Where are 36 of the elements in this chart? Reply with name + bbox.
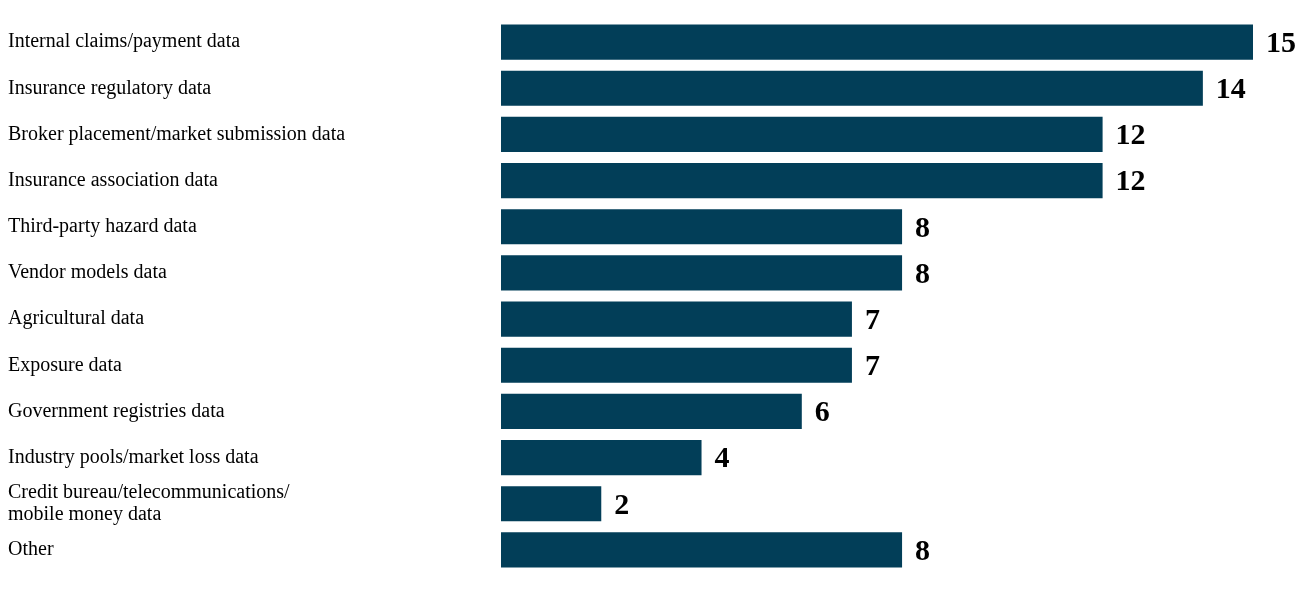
data-label: 2: [614, 486, 630, 520]
bar: [501, 440, 702, 476]
data-label: 6: [814, 394, 830, 428]
data-label: 12: [1115, 163, 1146, 197]
bar: [501, 116, 1103, 152]
data-label: 4: [714, 440, 730, 474]
y-tick-label: Credit bureau/telecommunications/mobile money data: [8, 480, 291, 525]
bar: [501, 209, 903, 245]
data-label: 7: [864, 301, 880, 335]
bar: [501, 532, 903, 568]
y-tick-label: Internal claims/payment data: [8, 29, 241, 53]
data-label: 12: [1115, 117, 1146, 151]
y-tick-label: Exposure data: [8, 352, 122, 376]
data-label: 14: [1215, 71, 1246, 104]
y-tick-label: Vendor models data: [8, 260, 167, 283]
bar: [501, 255, 903, 291]
data-label: 8: [915, 255, 931, 289]
y-tick-label: Other: [8, 537, 54, 560]
data-label: 7: [864, 348, 880, 381]
bar: [501, 347, 852, 383]
y-tick-label: Insurance regulatory data: [8, 75, 212, 99]
data-label: 8: [915, 209, 931, 243]
bar: [501, 486, 602, 522]
y-tick-label: Broker placement/market submission data: [8, 121, 346, 145]
y-tick-label: Industry pools/market loss data: [8, 444, 259, 468]
bar: [501, 70, 1203, 106]
bar: [501, 393, 802, 429]
data-label: 8: [915, 532, 931, 566]
bar: [501, 24, 1253, 60]
y-tick-label: Third-party hazard data: [8, 214, 197, 237]
bar: [501, 301, 852, 337]
y-tick-label: Insurance association data: [8, 167, 219, 190]
y-tick-label: Government registries data: [8, 398, 225, 422]
y-tick-label: Agricultural data: [8, 306, 145, 330]
bar: [501, 163, 1103, 199]
data-label: 15: [1266, 24, 1296, 58]
